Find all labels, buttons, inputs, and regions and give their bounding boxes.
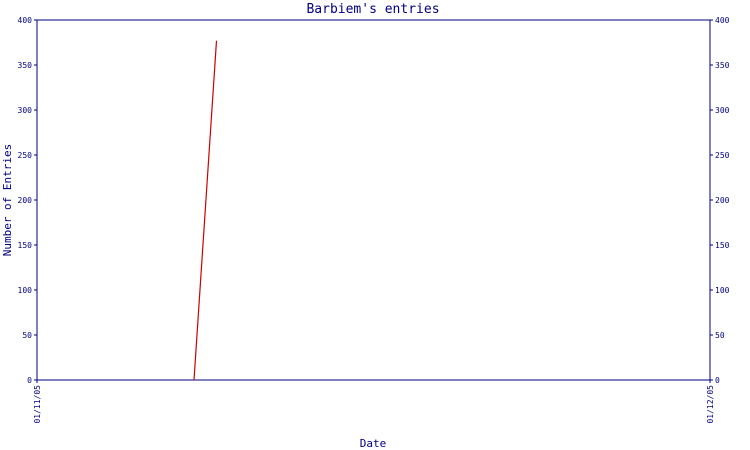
y-tick-label-left: 150 [18,241,33,250]
x-tick-label: 01/11/05 [33,385,42,424]
y-tick-label-left: 0 [27,376,32,385]
y-tick-label-right: 100 [715,286,730,295]
y-tick-label-right: 350 [715,61,730,70]
y-tick-label-left: 400 [18,16,33,25]
y-tick-label-right: 150 [715,241,730,250]
x-axis: 01/11/05 01/12/05 [33,380,715,424]
y-tick-label-left: 200 [18,196,33,205]
plot-area [36,19,711,381]
chart-title: Barbiem's entries [306,2,439,17]
y-axis-left: 0 50 100 150 200 250 300 350 400 [18,16,37,385]
y-tick-label-left: 350 [18,61,33,70]
y-tick-label-right: 300 [715,106,730,115]
x-tick-label: 01/12/05 [706,385,715,424]
y-tick-label-right: 200 [715,196,730,205]
y-tick-label-right: 400 [715,16,730,25]
y-axis-right: 0 50 100 150 200 250 300 350 400 [710,16,730,385]
y-tick-label-left: 100 [18,286,33,295]
series-line [193,40,218,381]
y-tick-label-left: 250 [18,151,33,160]
y-axis-label: Number of Entries [1,144,14,257]
y-tick-label-right: 250 [715,151,730,160]
x-axis-label: Date [360,437,387,450]
y-tick-label-left: 50 [22,331,32,340]
y-tick-label-left: 300 [18,106,33,115]
y-tick-label-right: 50 [715,331,725,340]
series-layer [193,40,218,381]
y-tick-label-right: 0 [715,376,720,385]
